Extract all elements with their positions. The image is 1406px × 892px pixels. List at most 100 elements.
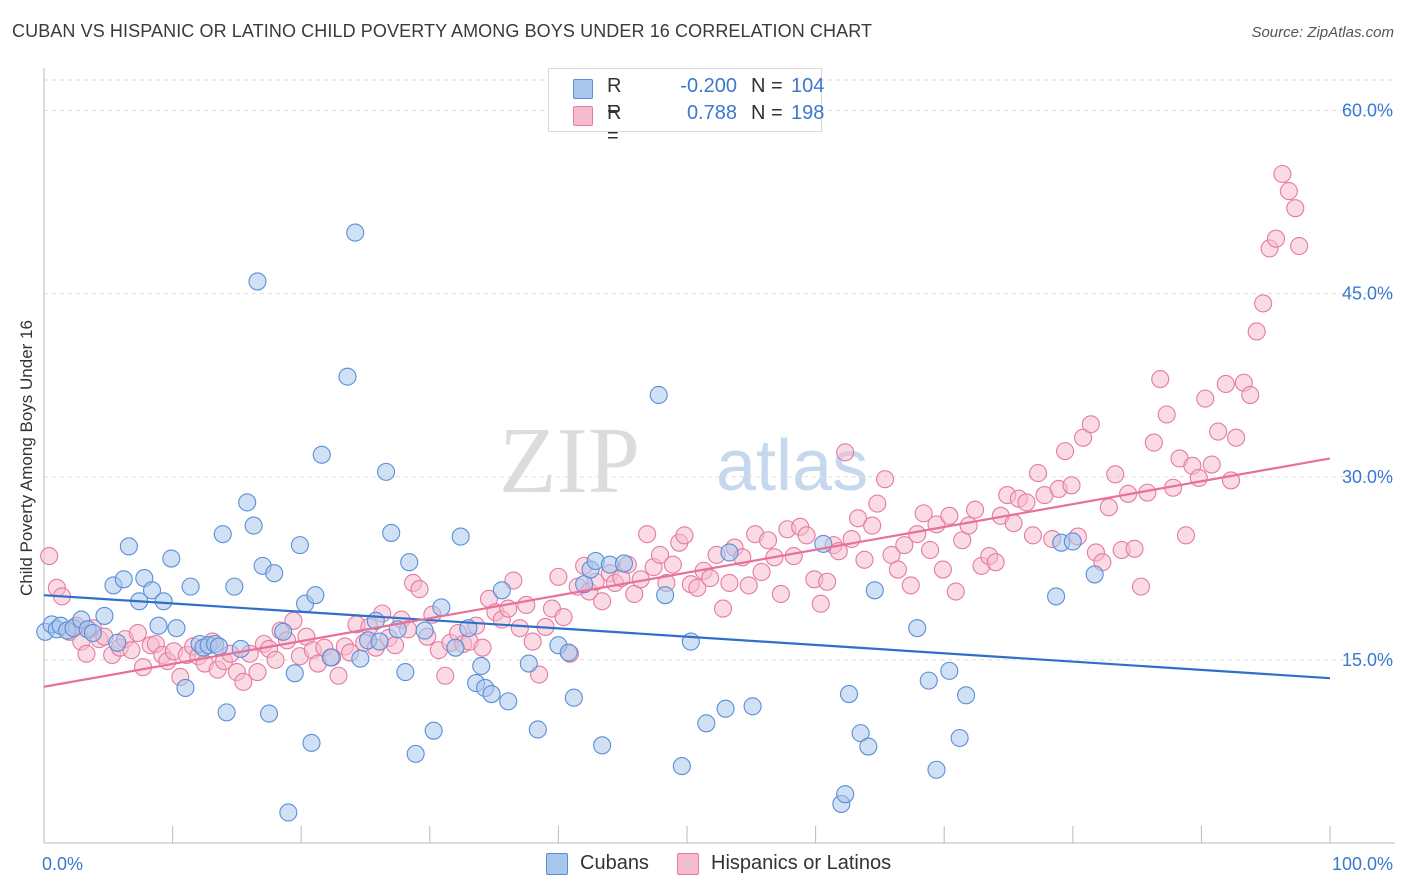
- watermark: ZIP atlas: [499, 409, 868, 513]
- hispanic-point: [1023, 526, 1042, 545]
- watermark-atlas: atlas: [716, 426, 868, 506]
- hispanic-point: [1099, 498, 1118, 517]
- cuban-point: [213, 525, 232, 544]
- hispanic-point: [720, 573, 739, 593]
- cuban-point: [593, 736, 612, 755]
- cubans-trend-line: [43, 594, 1331, 680]
- n-value: 104: [791, 75, 825, 97]
- cuban-point: [338, 367, 357, 386]
- r-value: 0.788: [686, 102, 737, 124]
- hispanic-point: [713, 599, 733, 618]
- hispanic-point: [1247, 322, 1266, 341]
- cuban-point: [114, 570, 133, 589]
- hispanic-point: [688, 578, 707, 597]
- cuban-point: [482, 685, 501, 704]
- cuban-point: [119, 537, 138, 556]
- hispanic-point: [868, 494, 887, 513]
- n-label: N =: [751, 75, 783, 97]
- hispanic-legend-label: Hispanics or Latinos: [711, 852, 892, 874]
- cuban-point: [83, 623, 102, 643]
- cuban-point: [377, 462, 396, 481]
- cuban-points: [36, 223, 1104, 822]
- hispanic-point: [122, 641, 141, 660]
- r-label: R =: [607, 102, 622, 147]
- hispanic-point: [1209, 422, 1228, 441]
- hispanic-point: [1056, 442, 1075, 461]
- n-label: N =: [751, 102, 783, 124]
- hispanic-point: [888, 560, 907, 579]
- cuban-point: [839, 685, 859, 704]
- correlation-legend: R = -0.200 N = 104 R = 0.788 N = 198: [548, 68, 825, 147]
- cuban-point: [424, 721, 443, 740]
- grid-lines: [44, 79, 1395, 661]
- cuban-point: [346, 223, 365, 242]
- cuban-point: [432, 598, 451, 617]
- hispanic-point: [329, 666, 348, 685]
- cubans-legend-swatch: [546, 853, 568, 875]
- hispanic-point: [1216, 374, 1235, 394]
- cuban-point: [908, 619, 927, 638]
- hispanic-point: [1241, 385, 1260, 405]
- cuban-point: [231, 639, 250, 658]
- hispanic-point: [855, 550, 874, 569]
- hispanic-point: [77, 644, 96, 663]
- hispanic-point: [986, 553, 1005, 572]
- cuban-point: [400, 553, 419, 572]
- n-value: 198: [791, 102, 825, 124]
- cuban-point: [697, 714, 716, 733]
- cuban-point: [851, 724, 870, 743]
- hispanic-point: [1290, 236, 1309, 256]
- cuban-point: [302, 733, 321, 752]
- cuban-point: [672, 757, 691, 776]
- cuban-point: [716, 699, 735, 718]
- hispanic-point: [1189, 468, 1208, 488]
- cuban-point: [472, 656, 491, 676]
- cuban-point: [209, 637, 228, 656]
- cuban-point: [142, 581, 162, 600]
- cuban-point: [865, 581, 884, 600]
- hispanic-legend-swatch: [677, 853, 699, 875]
- hispanic-point: [234, 672, 253, 691]
- cuban-point: [238, 493, 257, 512]
- cuban-point: [265, 564, 284, 583]
- cuban-point: [564, 688, 583, 707]
- cuban-point: [957, 686, 976, 705]
- cuban-point: [149, 616, 168, 635]
- axes: [43, 68, 1395, 844]
- r-label: R =: [607, 75, 622, 120]
- hispanic-point: [908, 525, 927, 544]
- hispanic-point: [966, 500, 985, 519]
- cuban-point: [743, 697, 762, 716]
- cuban-point: [927, 760, 946, 779]
- hispanic-point: [523, 632, 542, 651]
- hispanic-trend-line: [43, 457, 1331, 688]
- cuban-point: [492, 581, 511, 600]
- hispanic-point: [758, 531, 778, 550]
- chart-title: CUBAN VS HISPANIC OR LATINO CHILD POVERT…: [12, 21, 873, 41]
- y-tick-label: 15.0%: [1342, 650, 1393, 670]
- cuban-point: [528, 720, 547, 739]
- cuban-point: [162, 549, 181, 568]
- cuban-point: [351, 649, 370, 668]
- cuban-point: [285, 664, 304, 683]
- y-axis-label: Child Poverty Among Boys Under 16: [17, 320, 36, 596]
- source-credit: Source: ZipAtlas.com: [1251, 24, 1394, 41]
- hispanic-point: [675, 526, 694, 545]
- y-tick-label: 45.0%: [1342, 284, 1393, 304]
- cuban-point: [370, 632, 389, 651]
- hispanic-point: [752, 562, 771, 582]
- hispanic-point: [921, 540, 940, 560]
- hispanic-point: [248, 663, 267, 682]
- cuban-point: [940, 661, 959, 680]
- r-value: -0.200: [680, 75, 737, 97]
- hispanic-point: [946, 582, 965, 601]
- hispanic-point: [1286, 199, 1305, 218]
- hispanic-point: [701, 569, 720, 588]
- cuban-point: [919, 671, 938, 690]
- hispanic-point: [959, 516, 978, 535]
- cuban-point: [656, 586, 675, 605]
- cuban-point: [312, 445, 331, 464]
- cuban-point: [950, 728, 969, 748]
- hispanic-point: [771, 584, 790, 604]
- cuban-point: [321, 648, 340, 667]
